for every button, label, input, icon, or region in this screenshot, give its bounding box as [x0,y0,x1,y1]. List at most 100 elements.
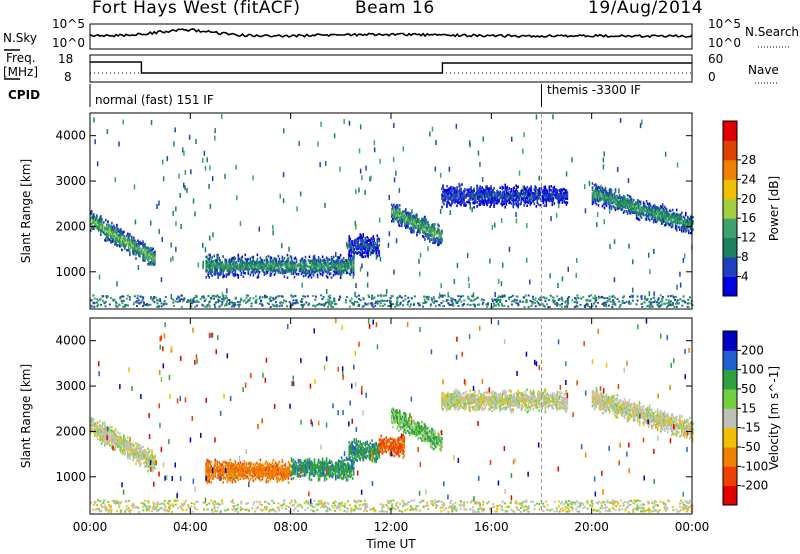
echo-cell [609,200,612,203]
echo-cell [254,261,257,265]
echo-cell [118,234,120,237]
echo-cell [674,222,677,226]
echo-cell [445,300,448,302]
echo-cell [367,239,369,242]
echo-cell [90,298,93,301]
echo-cell [172,210,174,216]
echo-cell [109,431,111,435]
echo-cell [122,119,124,125]
echo-cell [118,442,120,445]
echo-cell [489,187,491,190]
echo-cell [455,123,458,129]
echo-cell [539,193,542,197]
echo-cell [153,462,155,465]
echo-cell [249,273,252,277]
echo-cell [651,205,654,209]
echo-cell [526,196,528,199]
echo-cell [221,297,224,300]
echo-cell [104,238,106,242]
echo-cell [480,200,482,203]
echo-cell [439,236,441,240]
echo-cell [413,214,415,217]
echo-cell [436,230,438,233]
echo-cell [124,440,126,444]
echo-cell [479,187,481,190]
echo-cell [430,232,432,235]
echo-cell [430,303,432,306]
echo-cell [441,193,443,197]
echo-cell [608,194,611,198]
echo-cell [140,446,142,449]
echo-cell [415,216,417,219]
echo-cell [484,199,486,202]
echo-cell [134,447,136,450]
echo-cell [210,264,212,268]
echo-cell [103,429,105,432]
echo-cell [113,239,115,242]
echo-cell [517,191,519,195]
echo-cell [547,199,550,202]
echo-cell [219,267,221,270]
echo-cell [418,222,420,225]
echo-cell [159,300,162,303]
echo-cell [667,304,670,307]
echo-cell [563,200,566,203]
echo-cell [119,228,121,232]
echo-cell [668,223,671,227]
echo-cell [627,207,630,211]
echo-cell [91,427,93,430]
echo-cell [593,196,596,199]
echo-cell [652,210,655,214]
echo-cell [674,299,676,301]
echo-cell [565,171,568,177]
echo-cell [289,267,292,270]
echo-cell [499,190,501,194]
echo-cell [439,208,442,214]
echo-cell [359,266,362,272]
echo-cell [209,270,211,273]
echo-cell [248,299,251,302]
echo-cell [501,187,503,191]
echo-cell [266,296,268,299]
echo-cell [494,196,496,199]
echo-cell [681,227,683,231]
echo-cell [255,268,258,271]
echo-cell [616,195,619,198]
echo-cell [350,271,353,274]
echo-cell [446,205,448,208]
echo-cell [265,264,268,267]
echo-cell [604,192,607,196]
echo-cell [408,219,410,223]
echo-cell [133,456,135,460]
echo-cell [467,188,469,191]
echo-cell [147,256,149,260]
echo-cell [433,297,436,300]
echo-cell [684,225,686,228]
echo-cell [548,306,551,308]
echo-cell [367,255,369,259]
echo-cell [616,197,619,200]
echo-cell [139,255,141,258]
echo-cell [447,188,449,192]
echo-cell [94,224,96,227]
echo-cell [538,189,541,192]
echo-cell [502,202,504,206]
echo-cell [498,299,501,302]
echo-cell [333,297,336,300]
echo-cell [219,271,221,274]
echo-cell [226,299,229,301]
echo-cell [513,190,515,194]
echo-cell [548,199,551,203]
echo-cell [656,210,659,214]
echo-cell [488,188,490,191]
echo-cell [553,193,556,197]
echo-cell [154,459,156,462]
echo-cell [142,244,144,248]
echo-cell [604,194,607,198]
echo-cell [106,233,108,237]
echo-cell [142,242,144,246]
echo-cell [349,258,352,262]
echo-cell [410,220,412,223]
echo-cell [106,223,108,226]
echo-cell [420,226,422,229]
